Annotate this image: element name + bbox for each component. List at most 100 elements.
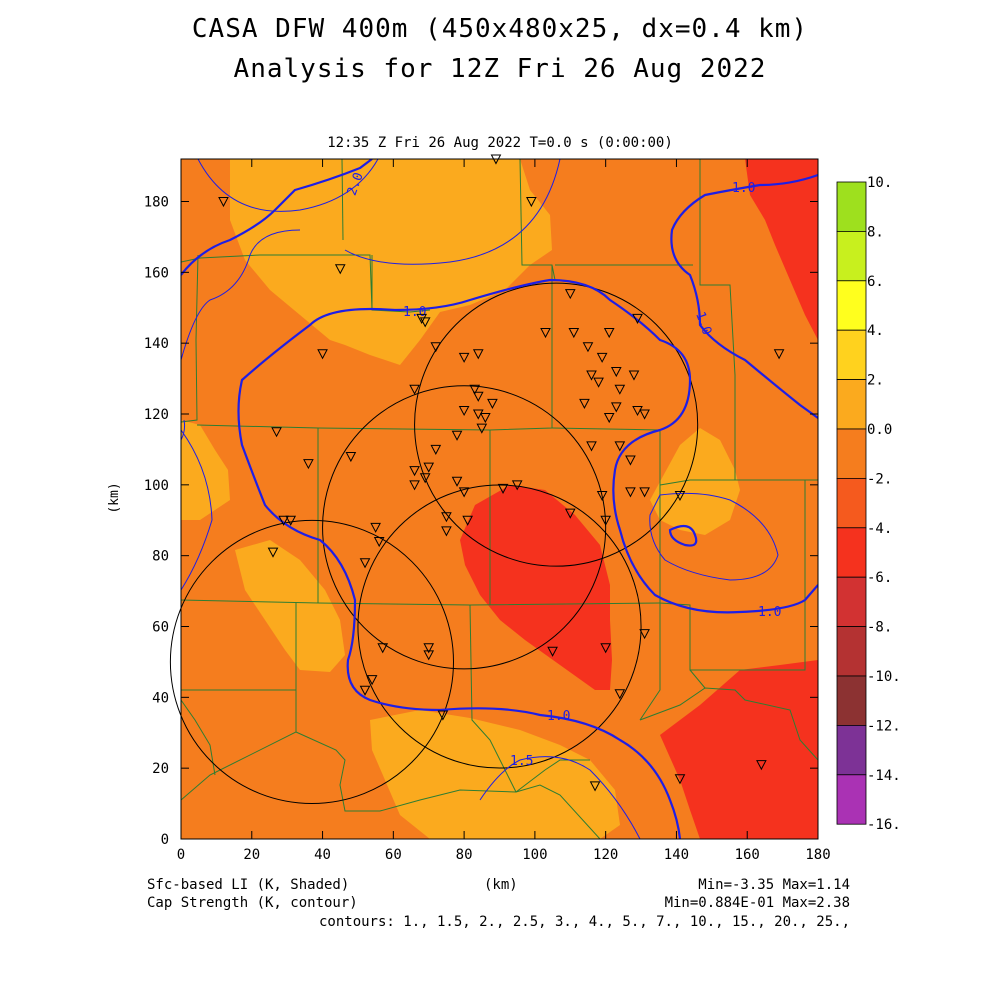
station-marker	[603, 413, 615, 424]
figure-title: CASA DFW 400m (450x480x25, dx=0.4 km)	[191, 14, 809, 44]
x-tick-label: 0	[177, 847, 185, 863]
contour-thin-nw	[181, 229, 301, 361]
radar-range-rings	[169, 282, 699, 804]
station-marker	[564, 289, 576, 300]
station-marker	[600, 515, 611, 526]
station-marker	[285, 515, 297, 526]
x-tick-label: 120	[593, 847, 618, 863]
station-marker	[614, 384, 626, 395]
station-marker	[603, 328, 615, 339]
station-marker	[773, 349, 785, 360]
station-marker	[441, 526, 452, 537]
station-marker	[218, 197, 229, 208]
x-axis-label: (km)	[484, 877, 518, 893]
contour-1p0-main	[394, 278, 818, 614]
station-marker	[568, 328, 580, 339]
station-marker	[625, 455, 636, 466]
station-marker	[430, 342, 442, 353]
li-warm-region-north	[230, 159, 552, 365]
station-marker	[596, 490, 608, 502]
station-marker	[469, 384, 481, 395]
colorbar-label: -4.	[867, 521, 892, 537]
contour-label: 1.0	[732, 181, 755, 196]
li-red-region-southeast	[660, 660, 818, 839]
colorbar-swatch	[836, 626, 867, 677]
y-tick-label: 80	[152, 549, 169, 565]
contour-label: 1.5	[510, 754, 533, 769]
station-marker	[472, 391, 484, 402]
contour-1p5-east	[649, 492, 779, 581]
footer-li-range: Min=-3.35 Max=1.14	[698, 877, 850, 893]
colorbar-swatch	[836, 230, 867, 282]
station-marker	[419, 473, 431, 484]
station-marker	[334, 264, 346, 275]
station-marker	[416, 313, 427, 324]
x-tick-label: 60	[385, 847, 402, 863]
station-marker	[451, 430, 463, 441]
station-marker	[278, 515, 289, 526]
x-tick-label: 40	[314, 847, 331, 863]
plot-frame	[180, 158, 819, 840]
colorbar-label: 8.	[867, 224, 884, 240]
station-marker	[639, 487, 650, 498]
y-tick-label: 40	[152, 690, 169, 706]
station-marker	[377, 643, 389, 654]
colorbar-label: 6.	[867, 274, 884, 290]
colorbar-label: -14.	[867, 768, 901, 784]
station-marker	[409, 466, 420, 477]
station-marker	[423, 462, 435, 473]
station-marker	[271, 427, 282, 438]
y-tick-label: 60	[152, 620, 169, 636]
li-red-region-central	[460, 485, 612, 690]
y-axis-label: (km)	[107, 482, 122, 513]
colorbar-swatch	[836, 477, 867, 529]
station-marker	[458, 405, 470, 417]
station-marker	[317, 349, 328, 360]
station-markers	[218, 154, 785, 792]
station-marker	[600, 643, 611, 654]
colorbar-swatch	[836, 576, 867, 628]
station-marker	[487, 398, 498, 409]
contour-1p0-northwest	[181, 159, 373, 276]
station-marker	[674, 490, 686, 502]
y-tick-label: 180	[144, 195, 169, 211]
station-marker	[625, 487, 636, 498]
colorbar-swatch	[836, 725, 867, 776]
station-marker	[373, 537, 385, 548]
colorbar: 10. 8. 6. 4. 2. 0.0 -2. -4. -6. -8. -10. -12. -14. -1…	[836, 175, 901, 833]
colorbar-label: 2.	[867, 373, 884, 389]
x-tick-label: 80	[456, 847, 473, 863]
colorbar-swatch	[836, 379, 867, 430]
y-axis: 0 20 40 60 80 100 120 140 160 180	[144, 195, 818, 848]
contour-label: 1.0	[403, 305, 426, 320]
station-marker	[511, 480, 523, 491]
x-tick-label: 160	[735, 847, 760, 863]
footer-left2: Cap Strength (K, contour)	[147, 895, 358, 911]
radar-ring	[169, 519, 454, 804]
station-marker	[589, 781, 601, 792]
station-marker	[632, 313, 643, 324]
contour-thin-ul	[181, 419, 186, 441]
figure-subtitle: Analysis for 12Z Fri 26 Aug 2022	[233, 54, 767, 84]
x-tick-label: 100	[522, 847, 547, 863]
colorbar-label: 0.0	[867, 422, 892, 438]
li-warm-region-southwest	[235, 540, 345, 672]
radar-ring	[357, 484, 642, 769]
footer-cap-range: Min=0.884E-01 Max=2.38	[664, 895, 850, 911]
contour-label: 1.0	[758, 605, 781, 620]
station-marker	[303, 459, 314, 470]
station-marker	[437, 710, 449, 721]
station-marker	[423, 650, 435, 661]
station-marker	[480, 413, 491, 424]
station-marker	[451, 476, 463, 487]
station-marker	[409, 480, 420, 491]
y-tick-label: 20	[152, 761, 169, 777]
colorbar-swatch	[836, 329, 867, 381]
station-marker	[419, 317, 431, 328]
station-marker	[409, 384, 420, 395]
li-shaded-field	[181, 159, 818, 839]
station-marker	[547, 646, 558, 657]
contour-2p0	[197, 159, 379, 212]
station-marker	[632, 405, 643, 417]
